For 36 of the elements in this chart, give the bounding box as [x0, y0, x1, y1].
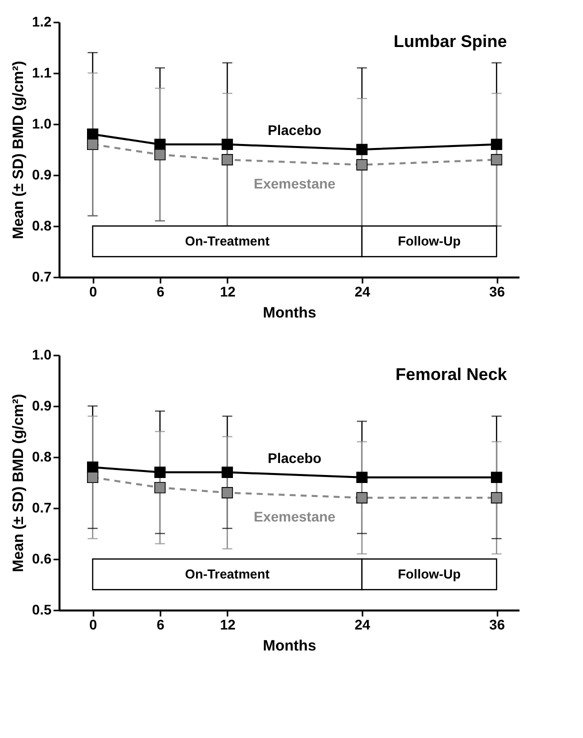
y-tick-label: 1.0	[32, 346, 52, 362]
x-tick-label: 24	[354, 616, 370, 632]
x-tick-label: 6	[156, 284, 165, 300]
band-label: On-Treatment	[185, 566, 270, 582]
y-tick-label: 0.8	[32, 218, 52, 234]
x-tick-label: 36	[489, 284, 506, 300]
series-label: Placebo	[268, 122, 322, 138]
series-label: Exemestane	[254, 175, 336, 192]
y-tick-label: 0.8	[32, 448, 52, 464]
x-axis-title: Months	[262, 304, 316, 322]
y-axis-title: Mean (± SD) BMD (g/cm²)	[10, 394, 28, 572]
band-label: Follow-Up	[398, 566, 461, 582]
y-tick-label: 0.5	[32, 602, 52, 618]
y-tick-label: 0.7	[32, 500, 52, 516]
y-tick-label: 0.9	[32, 398, 52, 414]
x-tick-label: 6	[156, 616, 165, 632]
y-tick-label: 0.6	[32, 550, 52, 566]
x-tick-label: 12	[220, 284, 236, 300]
series-label: Exemestane	[254, 508, 336, 524]
x-tick-label: 0	[89, 616, 98, 632]
text: Femoral Neck	[396, 365, 508, 384]
y-tick-label: 1.0	[32, 116, 52, 132]
x-tick-label: 24	[354, 284, 370, 300]
x-tick-label: 12	[220, 616, 236, 632]
band-label: On-Treatment	[185, 233, 270, 248]
band-label: Follow-Up	[398, 233, 461, 248]
x-tick-label: 36	[489, 616, 506, 632]
y-tick-label: 0.9	[32, 166, 52, 182]
y-tick-label: 1.2	[32, 14, 52, 30]
y-tick-label: 1.1	[32, 64, 52, 80]
text: Lumbar Spine	[394, 32, 507, 51]
y-axis-title: Mean (± SD) BMD (g/cm²)	[10, 60, 28, 240]
x-axis-title: Months	[262, 638, 316, 654]
x-tick-label: 0	[89, 284, 98, 300]
y-tick-label: 0.7	[32, 268, 52, 284]
series-label: Placebo	[268, 450, 322, 466]
